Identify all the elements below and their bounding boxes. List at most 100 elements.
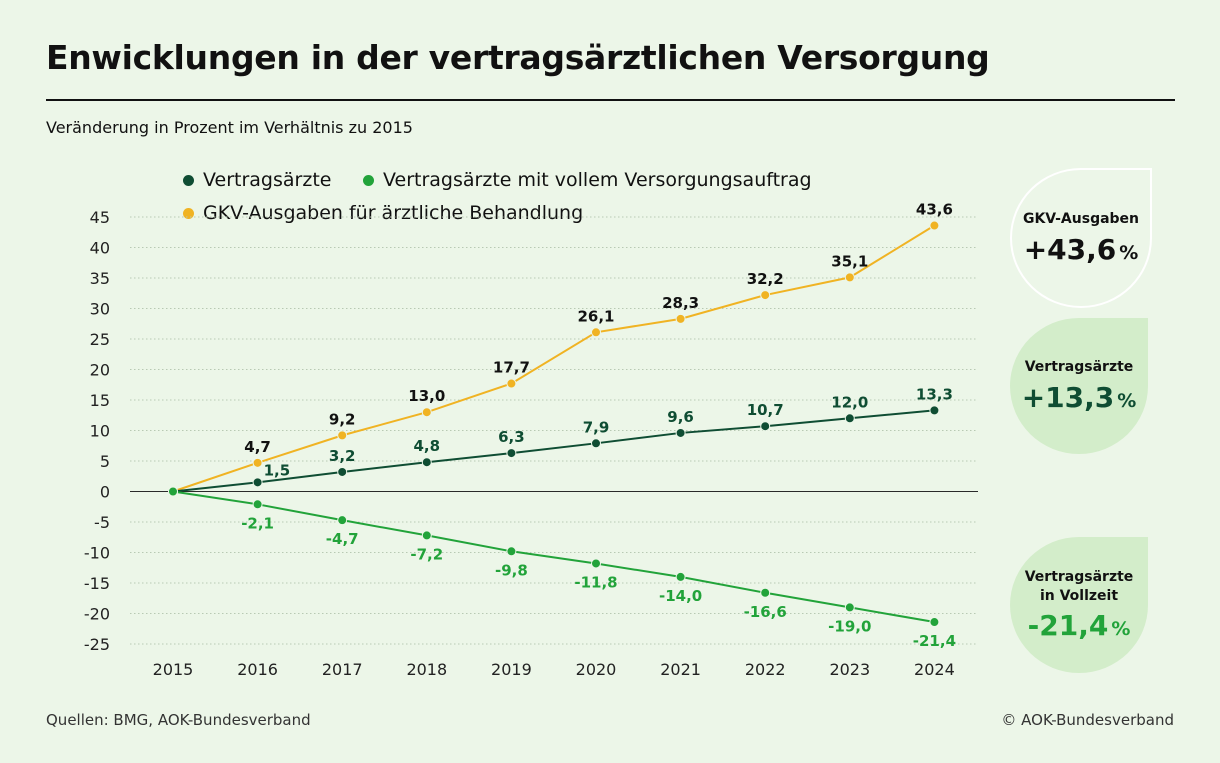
x-tick-label-2019: 2019 [491, 660, 532, 679]
chart-subtitle: Veränderung in Prozent im Verhältnis zu … [46, 118, 413, 137]
point-voll-2021 [675, 571, 686, 582]
card-vollzeit-value-wrap: -21,4% [1028, 609, 1131, 642]
legend-item-vertragsaerzte: Vertragsärzte [183, 169, 331, 191]
point-gkv-2020 [591, 327, 601, 338]
data-label-gkv-2016: 4,7 [244, 438, 271, 456]
y-tick-label-12: -15 [84, 574, 110, 593]
card-vollzeit: Vertragsärzte in Vollzeit -21,4% [1010, 537, 1148, 673]
point-voll-2024 [929, 617, 940, 628]
data-label-gkv-2018: 13,0 [408, 387, 445, 405]
data-label-aerzte-2021: 9,6 [667, 408, 694, 426]
legend-label-gkv: GKV-Ausgaben für ärztliche Behandlung [203, 202, 584, 224]
data-label-voll-2021: -14,0 [659, 587, 702, 605]
legend-label-voller-auftrag: Vertragsärzte mit vollem Versorgungsauft… [383, 169, 812, 191]
card-vollzeit-label: Vertragsärzte in Vollzeit [1025, 568, 1134, 604]
x-tick-label-2021: 2021 [660, 660, 701, 679]
legend-dot-gkv [183, 207, 194, 219]
data-label-voll-2019: -9,8 [495, 561, 528, 579]
legend-label-vertragsaerzte: Vertragsärzte [203, 169, 332, 191]
data-label-aerzte-2017: 3,2 [329, 447, 356, 465]
series-line-voll [172, 490, 935, 624]
x-tick-label-2023: 2023 [829, 660, 870, 679]
data-label-voll-2020: -11,8 [574, 573, 617, 591]
point-gkv-2021 [675, 313, 686, 324]
point-aerzte-2018 [421, 457, 432, 468]
point-gkv-2022 [760, 290, 771, 301]
y-tick-label-6: 15 [90, 391, 110, 410]
data-label-voll-2016: -2,1 [241, 514, 274, 532]
point-aerzte-2021 [675, 427, 686, 438]
legend-item-gkv: GKV-Ausgaben für ärztliche Behandlung [183, 202, 583, 224]
data-label-gkv-2024: 43,6 [916, 201, 953, 219]
point-aerzte-2017 [337, 466, 348, 477]
y-tick-label-1: 40 [90, 239, 110, 258]
point-aerzte-2019 [506, 448, 517, 459]
grid-layer [130, 216, 978, 645]
point-aerzte-2022 [760, 421, 771, 432]
y-tick-label-8: 5 [100, 452, 110, 471]
y-tick-label-5: 20 [90, 361, 110, 380]
series-line-gkv [172, 224, 935, 493]
data-label-gkv-2020: 26,1 [577, 307, 614, 325]
point-voll-2015 [168, 486, 178, 497]
data-label-voll-2023: -19,0 [828, 617, 871, 635]
point-gkv-2017 [337, 430, 348, 441]
card-aerzte-label: Vertragsärzte [1024, 359, 1134, 376]
data-label-gkv-2021: 28,3 [662, 294, 699, 312]
data-label-voll-2017: -4,7 [326, 530, 359, 548]
card-aerzte-value-wrap: +13,3% [1022, 381, 1137, 414]
series-line-aerzte [172, 409, 935, 493]
card-vollzeit-unit: % [1111, 617, 1131, 640]
card-aerzte-value: +13,3 [1021, 380, 1115, 414]
x-tick-label-2016: 2016 [237, 660, 278, 679]
data-label-gkv-2017: 9,2 [329, 410, 356, 428]
card-aerzte-unit: % [1117, 389, 1137, 412]
point-gkv-2023 [844, 272, 855, 283]
y-tick-label-7: 10 [90, 422, 110, 441]
x-tick-label-2024: 2024 [914, 660, 955, 679]
data-label-aerzte-2016: 1,5 [264, 461, 291, 479]
card-vollzeit-label-line1: Vertragsärzte [1024, 569, 1134, 586]
data-label-gkv-2019: 17,7 [493, 359, 530, 377]
card-gkv-value: +43,6 [1023, 232, 1117, 266]
y-tick-label-10: -5 [94, 513, 110, 532]
point-gkv-2016 [252, 457, 263, 468]
point-gkv-2019 [506, 378, 517, 389]
chart-title: Enwicklungen in der vertragsärztlichen V… [46, 38, 990, 77]
x-tick-label-2018: 2018 [406, 660, 447, 679]
point-aerzte-2023 [844, 413, 855, 424]
y-tick-label-9: 0 [100, 483, 110, 502]
y-tick-label-4: 25 [90, 330, 110, 349]
y-tick-label-2: 35 [90, 269, 110, 288]
data-label-aerzte-2022: 10,7 [747, 401, 784, 419]
point-gkv-2024 [929, 220, 940, 231]
data-label-aerzte-2023: 12,0 [831, 393, 868, 411]
y-tick-label-14: -25 [84, 635, 110, 654]
data-label-aerzte-2018: 4,8 [414, 437, 441, 455]
x-tick-label-2020: 2020 [576, 660, 617, 679]
point-voll-2019 [506, 546, 517, 557]
data-label-aerzte-2024: 13,3 [916, 385, 953, 403]
y-tick-label-11: -10 [84, 544, 110, 563]
title-divider [46, 99, 1175, 101]
card-gkv-value-wrap: +43,6% [1024, 233, 1139, 266]
point-voll-2022 [760, 587, 771, 598]
y-tick-label-13: -20 [84, 605, 110, 624]
point-voll-2016 [252, 499, 263, 510]
footer-source: Quellen: BMG, AOK-Bundesverband [46, 711, 311, 729]
card-vollzeit-label-line2: in Vollzeit [1039, 587, 1119, 604]
point-voll-2023 [844, 602, 855, 613]
y-tick-label-0: 45 [90, 208, 110, 227]
legend-dot-voller-auftrag [363, 174, 374, 186]
footer-copyright: © AOK-Bundesverband [1001, 711, 1174, 729]
point-gkv-2018 [421, 407, 432, 418]
legend-item-voller-auftrag: Vertragsärzte mit vollem Versorgungsauft… [363, 169, 812, 191]
point-voll-2018 [421, 530, 432, 541]
data-label-voll-2022: -16,6 [744, 603, 787, 621]
point-aerzte-2020 [591, 438, 601, 449]
point-aerzte-2016 [252, 477, 263, 488]
data-label-gkv-2022: 32,2 [747, 270, 784, 288]
card-vertragsaerzte: Vertragsärzte +13,3% [1010, 318, 1148, 454]
